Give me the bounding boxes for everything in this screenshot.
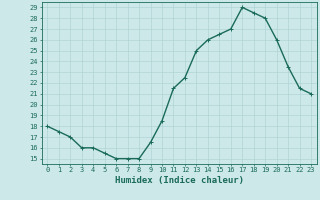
X-axis label: Humidex (Indice chaleur): Humidex (Indice chaleur) xyxy=(115,176,244,185)
